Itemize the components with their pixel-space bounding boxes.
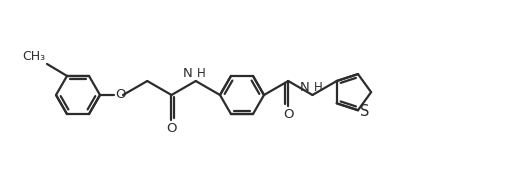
Text: N: N [300,81,309,94]
Text: H: H [197,67,206,80]
Text: CH₃: CH₃ [22,50,45,63]
Text: O: O [115,89,126,102]
Text: H: H [313,81,322,94]
Text: N: N [183,67,193,80]
Text: S: S [360,104,370,119]
Text: O: O [166,122,177,135]
Text: O: O [283,108,293,121]
